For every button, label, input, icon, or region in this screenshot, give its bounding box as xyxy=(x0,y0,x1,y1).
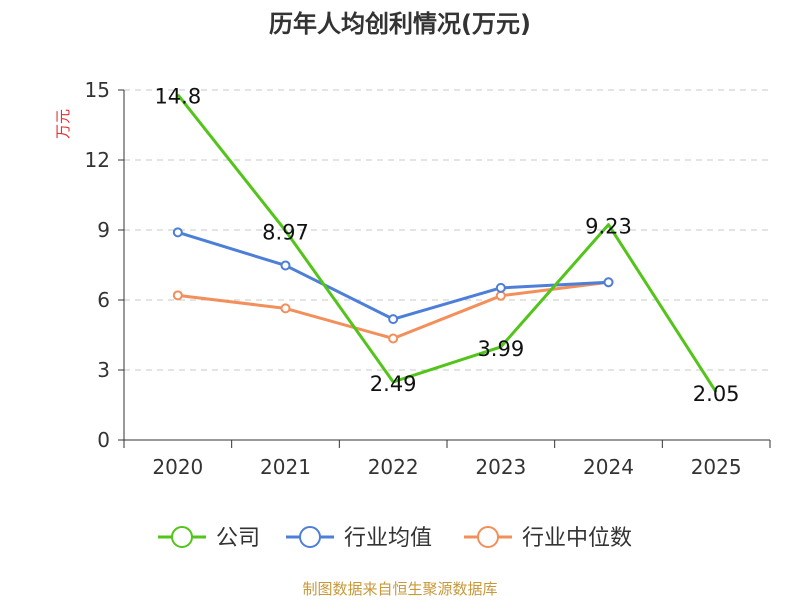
legend-label: 行业中位数 xyxy=(522,526,632,551)
chart-title: 历年人均创利情况(万元) xyxy=(269,10,531,38)
legend-item: 行业中位数 xyxy=(464,526,632,551)
series-point xyxy=(603,277,614,288)
x-tick-label: 2023 xyxy=(475,455,526,479)
series-point xyxy=(280,260,291,271)
source-note: 制图数据来自恒生聚源数据库 xyxy=(302,580,497,598)
legend-item: 公司 xyxy=(158,526,260,551)
legend: 公司 行业均值 行业中位数 xyxy=(158,526,632,551)
y-tick-label: 9 xyxy=(97,218,110,242)
x-tick-label: 2020 xyxy=(152,455,203,479)
series-line-2 xyxy=(177,280,609,340)
y-tick-label: 12 xyxy=(85,148,110,172)
data-label: 8.97 xyxy=(262,221,309,245)
data-label: 2.49 xyxy=(370,372,417,396)
grid xyxy=(124,89,770,371)
data-labels: 14.8 8.97 2.49 3.99 9.23 2.05 xyxy=(154,85,740,406)
y-tick-label: 6 xyxy=(97,288,110,312)
data-label: 14.8 xyxy=(154,85,201,109)
y-tick-label: 3 xyxy=(97,358,110,382)
series-point xyxy=(280,303,291,314)
data-label: 2.05 xyxy=(693,382,740,406)
series-point xyxy=(172,227,183,238)
legend-marker xyxy=(299,526,321,548)
legend-marker xyxy=(171,526,193,548)
data-label: 3.99 xyxy=(477,337,524,361)
axes: 0 3 6 9 12 15 2020 2021 2022 2023 2024 2025 xyxy=(85,78,771,479)
legend-item: 行业均值 xyxy=(286,526,432,551)
series-point xyxy=(172,290,183,301)
series xyxy=(172,93,718,393)
x-tick-label: 2025 xyxy=(691,455,742,479)
x-tick-label: 2022 xyxy=(368,455,419,479)
x-tick-label: 2021 xyxy=(260,455,311,479)
series-point xyxy=(388,314,399,325)
x-tick-label: 2024 xyxy=(583,455,634,479)
series-point xyxy=(388,333,399,344)
y-tick-label: 15 xyxy=(85,78,110,102)
series-line-1 xyxy=(177,230,609,321)
legend-label: 行业均值 xyxy=(344,526,432,551)
legend-label: 公司 xyxy=(216,526,260,551)
data-label: 9.23 xyxy=(585,215,632,239)
y-tick-label: 0 xyxy=(97,428,110,452)
legend-marker xyxy=(477,526,499,548)
series-point xyxy=(495,290,506,301)
y-axis-label: 万元 xyxy=(54,109,72,139)
series-line-0 xyxy=(176,93,718,393)
series-point xyxy=(495,282,506,293)
